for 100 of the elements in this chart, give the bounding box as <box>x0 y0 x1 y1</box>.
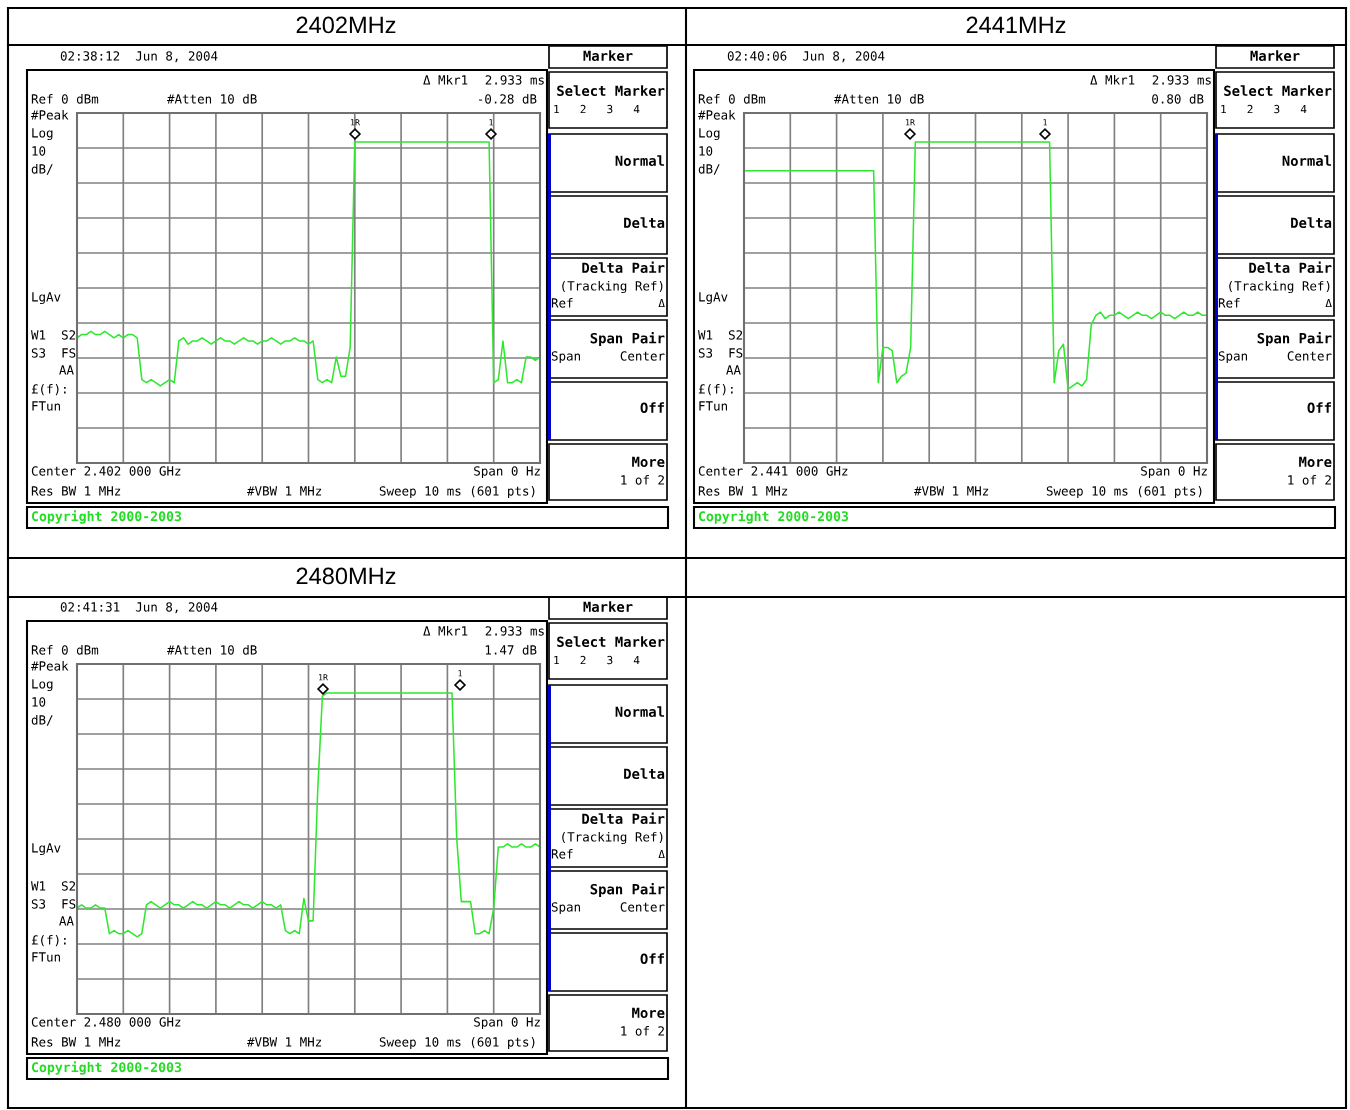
text: Log <box>32 128 53 141</box>
text: Select Marker <box>557 85 665 97</box>
text: Res BW 1 MHz <box>31 486 121 496</box>
text: Res BW 1 MHz <box>31 1037 121 1047</box>
text: 1 2 3 4 <box>554 655 640 665</box>
text: 2.933 ms <box>485 626 544 636</box>
text: #Atten 10 dB <box>167 93 257 104</box>
text: dB/ <box>698 163 720 175</box>
text: Span Pair <box>590 882 665 898</box>
text: (Tracking Ref) <box>562 280 663 294</box>
text: 1 <box>489 119 493 126</box>
text: 02:38:12 Jun 8, 2004 <box>60 51 218 63</box>
text: 1R <box>318 674 329 681</box>
text: Span Pair <box>1257 331 1332 347</box>
text: Span <box>551 351 580 364</box>
text: #Peak <box>698 109 736 120</box>
text: Delta Pair <box>1249 261 1332 274</box>
text: Select Marker <box>557 636 665 648</box>
text: #VBW 1 MHz <box>247 486 322 496</box>
chart-title: 2402MHz <box>296 16 396 34</box>
text: 1 2 3 4 <box>554 104 640 114</box>
text: #Peak <box>31 109 69 120</box>
text: S3 FS <box>698 348 743 358</box>
text: 02:40:06 Jun 8, 2004 <box>727 51 885 63</box>
text: More <box>1299 456 1332 468</box>
text: #VBW 1 MHz <box>247 1037 322 1047</box>
text: Delta Pair <box>582 812 665 825</box>
text: W1 S2 <box>698 330 743 340</box>
text: Select Marker <box>1224 85 1332 97</box>
text: FTun <box>32 401 60 411</box>
text: Ref <box>1218 297 1240 308</box>
text: Marker <box>1250 50 1300 62</box>
text: LgAv <box>32 843 61 856</box>
text: dB/ <box>31 163 53 175</box>
text: 1 of 2 <box>621 474 664 485</box>
text: Span <box>1218 351 1247 364</box>
text: LgAv <box>32 292 61 305</box>
text: Delta <box>624 217 665 229</box>
text: Ref 0 dBm <box>31 93 99 104</box>
text: Δ <box>658 849 665 859</box>
text: Off <box>640 953 664 965</box>
text: Ref 0 dBm <box>31 644 99 655</box>
text: (Tracking Ref) <box>562 831 663 845</box>
text: Log <box>32 679 53 692</box>
text: FTun <box>699 401 727 411</box>
text: AA <box>59 365 74 375</box>
text: #VBW 1 MHz <box>914 486 989 496</box>
text: FTun <box>32 952 60 962</box>
text: More <box>632 1007 665 1019</box>
text: (Tracking Ref) <box>1229 280 1330 294</box>
text: £(f): <box>698 383 733 396</box>
text: Center <box>1287 351 1332 361</box>
text: S3 FS <box>31 348 76 358</box>
text: Marker <box>583 50 633 62</box>
text: Ref <box>551 848 573 859</box>
text: Δ Mkr1 <box>423 625 468 636</box>
text: 1 <box>458 670 462 677</box>
text: Copyright 2000-2003 <box>698 510 849 524</box>
text: Span <box>551 902 580 915</box>
text: Center 2.480 000 GHz <box>31 1017 181 1027</box>
text: 10 <box>32 697 46 707</box>
text: Span 0 Hz <box>474 466 540 479</box>
text: Center 2.441 000 GHz <box>698 466 848 476</box>
text: Log <box>699 128 720 141</box>
text: Delta Pair <box>582 261 665 274</box>
text: Off <box>640 402 664 414</box>
chart-title: 2480MHz <box>296 567 396 585</box>
text: £(f): <box>31 934 66 947</box>
text: 1.47 dB <box>485 644 537 655</box>
text: Sweep 10 ms (601 pts) <box>1046 486 1202 499</box>
text: Marker <box>583 601 633 613</box>
text: #Atten 10 dB <box>167 644 257 655</box>
text: #Atten 10 dB <box>834 93 924 104</box>
text: 1R <box>350 119 361 126</box>
text: Normal <box>615 155 665 167</box>
text: £(f): <box>31 383 66 396</box>
text: Off <box>1307 402 1331 414</box>
text: -0.28 dB <box>478 93 537 104</box>
text: Copyright 2000-2003 <box>31 510 182 524</box>
text: Center <box>620 902 665 912</box>
text: 0.80 dB <box>1152 93 1204 104</box>
text: 1 <box>1043 119 1047 126</box>
text: Span 0 Hz <box>474 1017 540 1030</box>
text: Span 0 Hz <box>1141 466 1207 479</box>
text: Ref 0 dBm <box>698 93 766 104</box>
text: W1 S2 <box>31 330 76 340</box>
text: W1 S2 <box>31 881 76 891</box>
text: Δ Mkr1 <box>1090 74 1135 85</box>
text: S3 FS <box>31 899 76 909</box>
text: Res BW 1 MHz <box>698 486 788 496</box>
text: 1R <box>905 119 916 126</box>
text: Δ <box>658 298 665 308</box>
text: 10 <box>699 146 713 156</box>
text: Delta <box>1291 217 1332 229</box>
text: Δ <box>1325 298 1332 308</box>
text: Span Pair <box>590 331 665 347</box>
text: Normal <box>1282 155 1332 167</box>
text: #Peak <box>31 660 69 671</box>
text: AA <box>726 365 741 375</box>
text: 10 <box>32 146 46 156</box>
